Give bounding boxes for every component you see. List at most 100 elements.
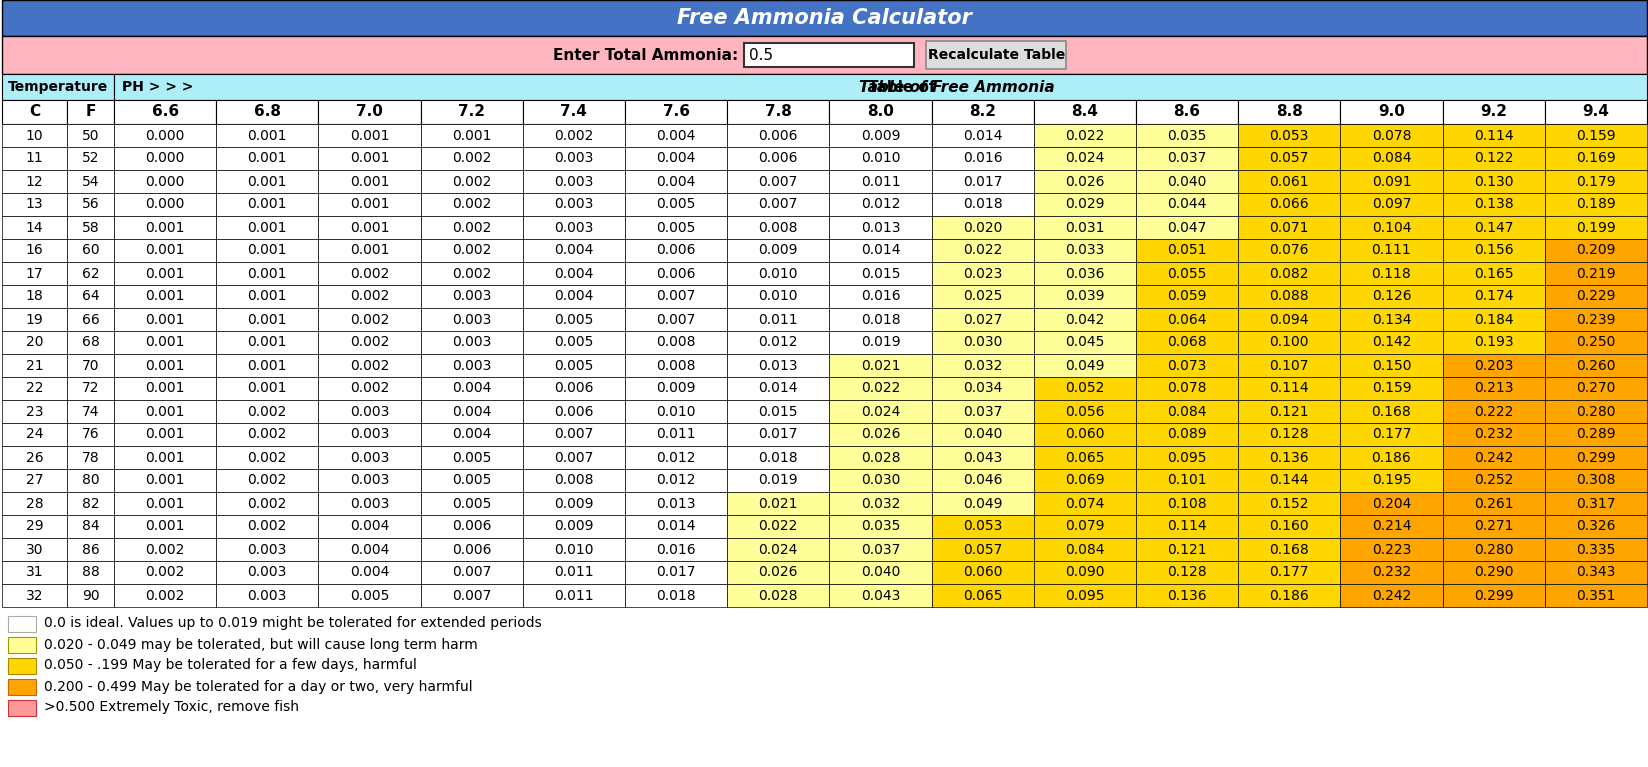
Text: 0.005: 0.005: [554, 312, 593, 327]
Bar: [1544, 331, 1646, 354]
Bar: [625, 492, 727, 515]
Text: 0.005: 0.005: [452, 473, 491, 488]
Text: 52: 52: [82, 152, 99, 166]
Bar: [522, 515, 625, 538]
Text: 0.010: 0.010: [758, 289, 798, 304]
Text: 16: 16: [26, 243, 43, 258]
Bar: [625, 331, 727, 354]
Bar: [68, 515, 114, 538]
Bar: [1033, 239, 1135, 262]
Bar: [931, 193, 1033, 216]
Bar: [1238, 147, 1340, 170]
Bar: [727, 423, 829, 446]
Text: 0.094: 0.094: [1269, 312, 1309, 327]
Text: 0.084: 0.084: [1167, 404, 1206, 419]
Text: 54: 54: [82, 175, 99, 189]
Bar: [931, 446, 1033, 469]
Text: 0.002: 0.002: [247, 404, 287, 419]
Bar: [829, 262, 931, 285]
Text: 0.001: 0.001: [349, 129, 389, 143]
Bar: [114, 469, 216, 492]
Text: 0.214: 0.214: [1371, 519, 1411, 534]
Text: 0.095: 0.095: [1167, 450, 1206, 465]
Text: 0.007: 0.007: [452, 565, 491, 580]
Text: 0.014: 0.014: [860, 243, 900, 258]
Bar: [318, 100, 420, 124]
Bar: [625, 446, 727, 469]
Text: 0.015: 0.015: [758, 404, 798, 419]
Bar: [216, 262, 318, 285]
Bar: [625, 469, 727, 492]
Text: 0.006: 0.006: [656, 243, 695, 258]
Text: 0.064: 0.064: [1167, 312, 1206, 327]
Bar: [2, 446, 68, 469]
Bar: [1340, 285, 1442, 308]
Text: 0.174: 0.174: [1473, 289, 1513, 304]
Bar: [68, 423, 114, 446]
Text: 0.026: 0.026: [1065, 175, 1104, 189]
Text: 0.006: 0.006: [656, 266, 695, 281]
Bar: [420, 262, 522, 285]
Text: 0.004: 0.004: [349, 519, 389, 534]
Bar: [1442, 216, 1544, 239]
Bar: [931, 561, 1033, 584]
Text: 0.126: 0.126: [1371, 289, 1411, 304]
Bar: [420, 492, 522, 515]
Bar: [1033, 100, 1135, 124]
Bar: [522, 100, 625, 124]
Bar: [216, 170, 318, 193]
Text: 24: 24: [26, 427, 43, 442]
Text: 0.001: 0.001: [349, 175, 389, 189]
Bar: [1238, 469, 1340, 492]
Bar: [1442, 584, 1544, 607]
Text: 32: 32: [26, 588, 43, 603]
Bar: [1340, 239, 1442, 262]
Bar: [318, 538, 420, 561]
Bar: [216, 239, 318, 262]
Text: 0.326: 0.326: [1575, 519, 1615, 534]
Bar: [625, 515, 727, 538]
Text: 0.261: 0.261: [1473, 496, 1513, 511]
Text: 0.152: 0.152: [1269, 496, 1309, 511]
Bar: [727, 400, 829, 423]
Bar: [931, 239, 1033, 262]
Bar: [318, 285, 420, 308]
Text: 0.069: 0.069: [1065, 473, 1104, 488]
Text: 0.280: 0.280: [1473, 542, 1513, 557]
Text: 66: 66: [81, 312, 99, 327]
Bar: [1544, 262, 1646, 285]
Text: 0.108: 0.108: [1167, 496, 1206, 511]
Bar: [318, 469, 420, 492]
Bar: [931, 216, 1033, 239]
Text: 9.0: 9.0: [1378, 104, 1404, 120]
Text: 0.159: 0.159: [1575, 129, 1615, 143]
Text: 0.160: 0.160: [1269, 519, 1309, 534]
Text: 0.007: 0.007: [656, 289, 695, 304]
Text: 0.043: 0.043: [962, 450, 1002, 465]
Bar: [1238, 584, 1340, 607]
Text: 0.138: 0.138: [1473, 197, 1513, 212]
Bar: [522, 193, 625, 216]
Text: 0.007: 0.007: [554, 450, 593, 465]
Text: 0.001: 0.001: [145, 335, 185, 350]
Text: 0.011: 0.011: [656, 427, 695, 442]
Bar: [114, 492, 216, 515]
Text: 0.006: 0.006: [452, 542, 491, 557]
Text: 0.002: 0.002: [452, 266, 491, 281]
Text: Free Ammonia Calculator: Free Ammonia Calculator: [677, 8, 971, 28]
Bar: [1238, 377, 1340, 400]
Text: 0.016: 0.016: [656, 542, 695, 557]
Bar: [1442, 400, 1544, 423]
Text: 0.032: 0.032: [962, 358, 1002, 373]
Bar: [114, 308, 216, 331]
Text: 0.003: 0.003: [349, 473, 389, 488]
Text: 0.052: 0.052: [1065, 381, 1104, 396]
Bar: [216, 377, 318, 400]
Text: 0.001: 0.001: [247, 289, 287, 304]
Text: 0.242: 0.242: [1473, 450, 1513, 465]
Bar: [2, 584, 68, 607]
Text: 0.042: 0.042: [1065, 312, 1104, 327]
Bar: [522, 262, 625, 285]
Text: 56: 56: [82, 197, 99, 212]
Bar: [114, 423, 216, 446]
